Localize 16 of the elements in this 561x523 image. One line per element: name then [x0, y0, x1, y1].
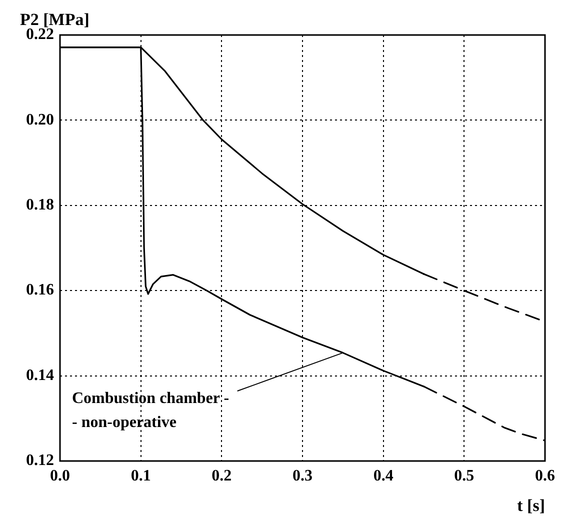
x-tick-label: 0.1	[130, 468, 151, 485]
x-tick-label: 0.3	[292, 468, 312, 485]
annotation: Combustion chamber - - non-operative	[72, 390, 230, 432]
y-tick-label: 0.12	[26, 452, 54, 470]
x-axis-title: t [s]	[517, 496, 545, 515]
y-tick-label: 0.16	[26, 282, 54, 299]
y-tick-label: 0.20	[26, 111, 54, 128]
x-tick-label: 0.5	[454, 468, 474, 485]
y-tick-label: 0.18	[26, 196, 54, 214]
x-tick-label: 0.4	[373, 468, 394, 485]
x-tick-label: 0.0	[50, 468, 70, 485]
x-tick-label: 0.2	[212, 468, 232, 485]
x-tick-label: 0.6	[535, 468, 555, 485]
y-tick-label: 0.14	[26, 366, 54, 384]
y-tick-label: 0.22	[26, 26, 54, 44]
y-axis-title: P2 [MPa]	[20, 10, 90, 29]
